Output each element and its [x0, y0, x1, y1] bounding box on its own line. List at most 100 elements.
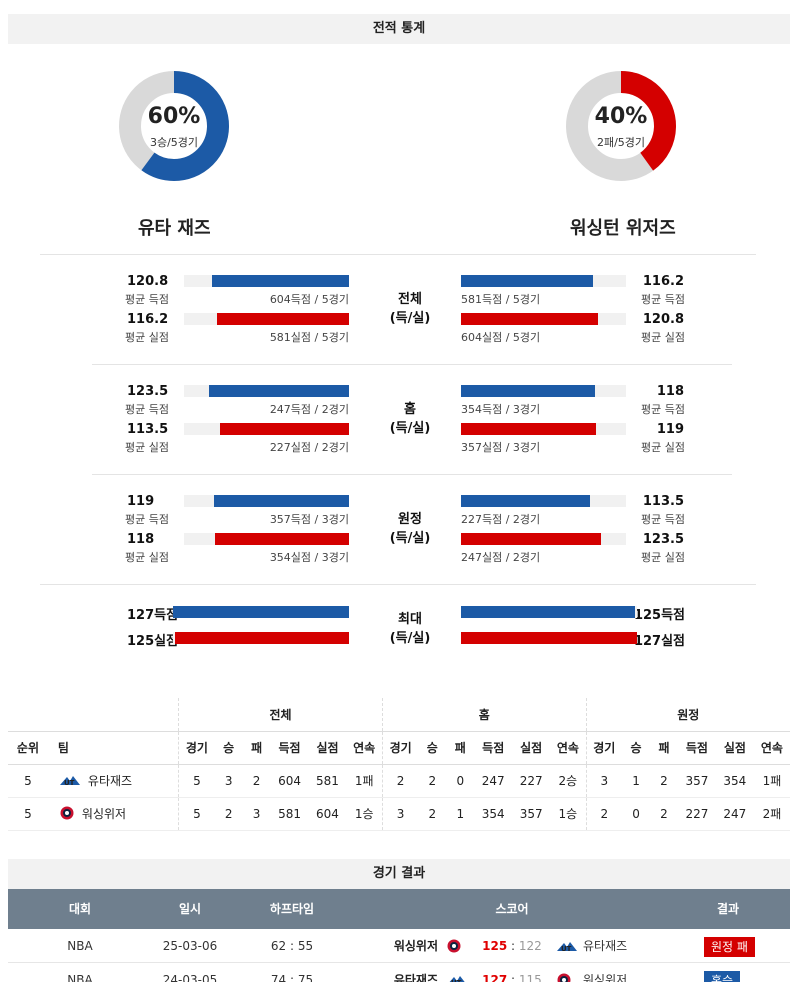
stat-bar-track: [184, 423, 349, 435]
sub-header: 패: [242, 731, 271, 765]
stat-bar-track: [184, 313, 349, 325]
sub-header: 경기: [381, 731, 419, 765]
record-table: 전체 홈 원정 순위 팀 경기 승 패 득점 실점 연속 경기 승 패 득점 실점 연속 경기 승 패 득점 실…: [8, 698, 790, 831]
right-win-pct: 40%: [594, 104, 648, 129]
stat-cell: 3: [242, 797, 271, 831]
stat-bar-track: [461, 423, 626, 435]
wizards-logo: [60, 806, 74, 823]
stat-cell: 0: [446, 764, 475, 798]
max-block-label-line2: (득/실): [389, 631, 431, 646]
stat-bar: [461, 275, 593, 287]
stat-cell: 2: [585, 797, 623, 831]
team-header: 팀: [47, 731, 179, 765]
stat-block-label-line2: (득/실): [389, 531, 431, 546]
stat-cell: 247: [474, 764, 513, 798]
table-row: 5 워싱위저 5 2 3 581 604 1승 3 2 1 354 357 1승 2 0 2 227 247 2패: [8, 797, 790, 831]
stat-bar: [217, 313, 349, 325]
jazz-logo-icon: UT: [447, 974, 467, 982]
stat-bar-track: [461, 313, 626, 325]
max-bar-track: [461, 606, 637, 618]
stat-cell: 0: [622, 797, 650, 831]
stat-label: 평균 득점: [125, 403, 169, 416]
stat-cell: 227: [677, 797, 716, 831]
result-home-team: 워싱위저: [393, 939, 438, 953]
group-header-home: 홈: [381, 698, 587, 732]
stat-cell: 581: [308, 764, 347, 798]
stat-bar-caption: 604득점 / 5경기: [269, 293, 349, 306]
stat-label: 평균 득점: [641, 293, 685, 306]
stat-cell: 1패: [346, 764, 383, 798]
max-bar-track: [173, 606, 349, 618]
stat-bar-caption: 247실점 / 2경기: [461, 551, 541, 564]
stat-block-label-line2: (득/실): [389, 421, 431, 436]
result-league: NBA: [67, 939, 93, 953]
table-corner: [8, 698, 179, 732]
stat-block-label-line1: 홈: [404, 402, 416, 417]
stat-value: 120.8: [127, 274, 169, 289]
stat-cell: 3: [585, 764, 623, 798]
stat-cell: 3: [214, 764, 243, 798]
rank-cell: 5: [8, 797, 48, 831]
stat-cell: 1: [622, 764, 650, 798]
divider: [92, 474, 732, 475]
stat-cell: 5: [178, 764, 215, 798]
stat-cell: 2: [381, 764, 419, 798]
stat-bar: [461, 533, 601, 545]
stat-cell: 2: [242, 764, 271, 798]
team-cell: 워싱위저: [47, 797, 179, 831]
result-row[interactable]: NBA 25-03-06 62 : 55 워싱위저 125 : 122 UT 유타재즈 원정 …: [8, 929, 790, 963]
result-home-score: 127: [482, 973, 508, 982]
jazz-logo: UT: [59, 774, 80, 789]
table-row: 5 UT 유타재즈 5 3 2 604 581 1패 2 2 0 247 227 2승 3 1 2 357 354 1패: [8, 764, 790, 798]
stat-bar-caption: 357실점 / 3경기: [461, 441, 541, 454]
stat-cell: 1승: [550, 797, 587, 831]
stat-value: 116.2: [127, 312, 169, 327]
stat-label: 평균 득점: [641, 403, 685, 416]
stat-value: 118: [127, 532, 155, 547]
result-badge: 원정 패: [704, 937, 755, 957]
stat-label: 평균 득점: [641, 513, 685, 526]
stat-bar: [461, 313, 598, 325]
result-halftime: 74 : 75: [270, 973, 314, 982]
max-bar: [461, 606, 635, 618]
results-header-result: 결과: [716, 902, 740, 916]
result-away-score: 115: [518, 973, 542, 982]
group-header-total: 전체: [178, 698, 383, 732]
left-win-rate-donut: 60% 3승/5경기: [118, 70, 230, 182]
sub-header: 득점: [270, 731, 309, 765]
max-bar: [175, 632, 349, 644]
left-donut-graphic: [119, 71, 229, 181]
rank-header: 순위: [8, 731, 48, 765]
stat-bar-caption: 354실점 / 3경기: [269, 551, 349, 564]
result-home-team: 유타재즈: [393, 973, 438, 982]
stat-bar-track: [184, 385, 349, 397]
sub-header: 경기: [178, 731, 215, 765]
sub-header: 득점: [677, 731, 716, 765]
stat-cell: 3: [381, 797, 419, 831]
stat-cell: 2: [418, 764, 447, 798]
results-header-league: 대회: [68, 902, 92, 916]
stat-value: 123.5: [127, 384, 169, 399]
sub-header: 실점: [715, 731, 754, 765]
stat-bar-caption: 227실점 / 2경기: [269, 441, 349, 454]
left-team-name: 유타 재즈: [138, 218, 211, 239]
stat-cell: 247: [715, 797, 754, 831]
result-away-score: 122: [518, 939, 542, 953]
stat-block-label-line2: (득/실): [389, 311, 431, 326]
max-block-label-line1: 최대: [398, 612, 422, 627]
stat-cell: 227: [512, 764, 551, 798]
stat-bar: [461, 495, 590, 507]
sub-header: 승: [214, 731, 243, 765]
stat-value: 118: [656, 384, 684, 399]
max-bar-track: [173, 632, 349, 644]
right-win-rate-donut: 40% 2패/5경기: [565, 70, 677, 182]
svg-text:UT: UT: [64, 779, 75, 786]
stat-cell: 354: [715, 764, 754, 798]
results-header-row: 대회 일시 하프타임 스코어 결과: [8, 889, 790, 929]
stat-value: 119: [656, 422, 684, 437]
result-row[interactable]: NBA 24-03-05 74 : 75 유타재즈 UT 127 : 115 워싱위저 홈승: [8, 963, 790, 982]
stats-section-title: 전적 통계: [8, 14, 790, 44]
stat-cell: 5: [178, 797, 215, 831]
max-block-label: 최대 (득/실): [370, 610, 450, 648]
stat-cell: 2승: [550, 764, 587, 798]
